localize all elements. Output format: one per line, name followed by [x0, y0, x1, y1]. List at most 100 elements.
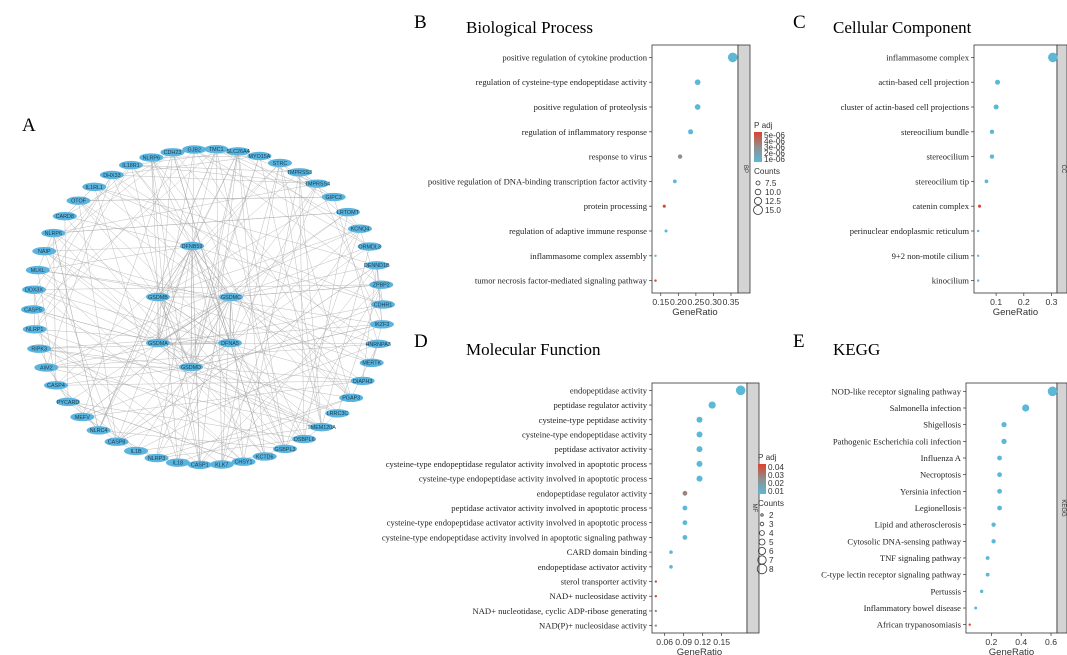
d-category-label: CARD domain binding: [567, 547, 648, 557]
d-data-point: [682, 505, 688, 511]
d-facet-strip-label: MF: [751, 504, 757, 513]
network-node: [52, 211, 77, 221]
network-edge: [67, 401, 244, 462]
network-edge: [376, 265, 383, 325]
network-edge: [82, 304, 384, 418]
e-data-point: [997, 455, 1002, 461]
b-data-point: [694, 104, 701, 110]
network-edge: [130, 164, 300, 173]
network-edge: [32, 309, 159, 344]
network-node: [165, 458, 190, 467]
d-xaxis-label: GeneRatio: [677, 647, 722, 655]
network-edge: [230, 296, 352, 399]
network-node-label: NLRP1: [26, 327, 43, 333]
d-size-legend-key: [758, 547, 767, 556]
network-edge: [229, 246, 370, 344]
network-node: [99, 170, 124, 180]
network-edge: [237, 151, 370, 247]
network-edge: [130, 164, 318, 184]
network-edge: [279, 162, 352, 398]
network-edge: [156, 342, 231, 459]
network-edge: [151, 157, 179, 463]
c-category-label: stereocilium tip: [915, 176, 969, 186]
network-node: [118, 160, 143, 170]
network-edge: [33, 289, 159, 344]
network-edge: [194, 149, 382, 285]
network-edge: [157, 211, 349, 344]
c-category-label: stereocilium: [927, 152, 970, 162]
c-category-label: actin-based cell projection: [878, 77, 969, 87]
c-xaxis-label: GeneRatio: [993, 307, 1038, 318]
network-edge: [221, 183, 318, 465]
panel-label-a: A: [22, 115, 36, 136]
b-xtick-label: 0.30: [705, 297, 722, 307]
e-category-label: Salmonella infection: [890, 403, 962, 413]
network-node-label: KCTD6: [256, 454, 274, 460]
network-node: [41, 228, 66, 238]
b-color-legend-label: 5e-06: [764, 131, 785, 140]
b-chart-title: Biological Process: [466, 18, 593, 37]
e-category-label: Lipid and atherosclerosis: [875, 520, 962, 530]
network-node: [321, 192, 346, 202]
network-node: [219, 292, 243, 302]
network-node-label: MERTK: [362, 361, 381, 367]
c-category-label: stereocilium bundle: [901, 127, 969, 137]
network-node: [86, 426, 111, 435]
network-edge: [34, 329, 200, 466]
network-edge: [130, 165, 201, 465]
d-size-legend-label: 2: [769, 511, 774, 520]
e-data-point: [968, 623, 971, 626]
network-edge: [55, 385, 99, 431]
network-edge: [53, 183, 318, 234]
network-edge: [190, 296, 232, 368]
network-edge: [34, 149, 195, 330]
d-color-legend-label: 0.03: [768, 471, 784, 480]
network-edge: [44, 251, 117, 442]
b-category-label: positive regulation of DNA-binding trans…: [428, 176, 648, 186]
d-category-label: peptidase activator activity: [554, 444, 647, 454]
e-category-label: Yersinia infection: [900, 486, 962, 496]
network-node: [139, 153, 164, 162]
network-edge: [190, 245, 193, 368]
network-edge: [299, 172, 322, 428]
network-node-label: SLC26A4: [227, 149, 250, 155]
b-data-point: [654, 279, 657, 282]
panel-label-d: D: [414, 331, 428, 352]
e-data-point: [985, 556, 990, 560]
b-category-label: regulation of inflammatory response: [522, 127, 647, 137]
d-color-bar: [758, 464, 766, 494]
c-data-point: [976, 279, 980, 282]
network-edge: [157, 342, 265, 457]
network-edge: [53, 233, 57, 386]
network-edge: [350, 343, 379, 398]
network-node: [350, 376, 375, 386]
e-category-label: TNF signaling pathway: [880, 553, 962, 563]
network-node-label: AIM2: [40, 365, 53, 371]
d-data-point: [654, 580, 657, 583]
network-edge: [34, 329, 137, 452]
network-node-label: DENND1B: [364, 263, 390, 269]
d-color-legend-label: 0.01: [768, 487, 784, 496]
network-edge: [230, 265, 377, 298]
network-node: [252, 452, 277, 461]
d-size-legend-label: 7: [769, 556, 774, 565]
network-node: [273, 444, 298, 454]
network-edge: [172, 152, 265, 457]
d-color-legend-title: P adj: [758, 453, 777, 462]
network-edge: [34, 329, 322, 428]
panel-label-e: E: [793, 331, 805, 352]
d-category-label: NAD+ nucleotidase, cyclic ADP-ribose gen…: [472, 606, 647, 616]
network-edge: [34, 329, 222, 465]
network-node: [21, 305, 46, 314]
e-category-label: C-type lectin receptor signaling pathway: [821, 570, 962, 580]
b-size-legend-key: [753, 196, 763, 206]
d-data-point: [696, 431, 703, 438]
d-xtick-label: 0.06: [656, 637, 673, 647]
network-edge: [39, 324, 382, 349]
c-data-point: [976, 229, 980, 233]
d-category-label: peptidase regulator activity: [553, 400, 647, 410]
c-category-label: kinocilium: [932, 276, 970, 286]
network-node: [267, 158, 292, 168]
